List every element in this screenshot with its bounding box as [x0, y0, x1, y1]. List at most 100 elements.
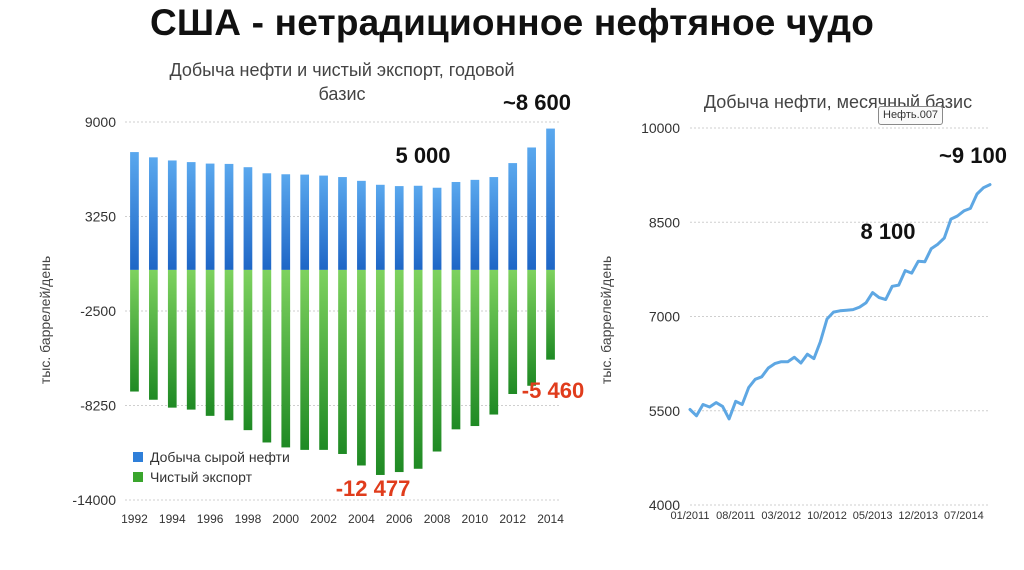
production-point: [936, 243, 940, 246]
production-bar: [300, 174, 310, 270]
annotation-min-production: 5 000: [395, 143, 450, 168]
production-point: [858, 305, 861, 309]
net-export-bar: [243, 269, 253, 431]
production-point: [982, 186, 985, 189]
right-xtick-label: 01/2011: [671, 510, 710, 522]
production-point: [956, 214, 959, 218]
net-export-bar: [432, 269, 442, 452]
right-xtick-label: 08/2011: [716, 510, 755, 522]
left-xtick-label: 2006: [386, 512, 413, 526]
legend-label-production: Добыча сырой нефти: [150, 449, 290, 465]
production-point: [864, 301, 868, 304]
production-bar: [508, 163, 518, 270]
production-bar: [375, 184, 385, 270]
net-export-bar: [470, 269, 480, 427]
production-point: [721, 405, 724, 408]
production-bar: [546, 128, 555, 270]
production-bar: [224, 163, 234, 270]
production-point: [747, 386, 750, 389]
production-point: [975, 192, 979, 196]
right-ytick-label: 4000: [649, 497, 680, 513]
annotation-min-export: -12 477: [336, 476, 411, 501]
production-bar: [527, 147, 536, 270]
net-export-bar: [262, 269, 272, 443]
production-point: [943, 236, 946, 240]
annotation-latest-production: ~9 100: [939, 143, 1007, 168]
production-point: [688, 408, 692, 411]
production-bar: [243, 167, 253, 270]
left-xtick-label: 1996: [197, 512, 224, 526]
net-export-bar: [527, 269, 536, 386]
production-point: [806, 353, 809, 356]
production-point: [884, 298, 887, 301]
production-point: [786, 360, 790, 363]
net-export-bar: [205, 269, 215, 416]
left-ytick-label: 9000: [85, 114, 116, 130]
production-bar: [205, 163, 215, 270]
legend-label-export: Чистый экспорт: [150, 469, 253, 485]
right-ytick-label: 8500: [649, 214, 680, 230]
net-export-bar: [489, 269, 499, 415]
production-bar: [432, 187, 442, 270]
production-point: [930, 247, 933, 250]
net-export-bar: [451, 269, 461, 430]
production-point: [910, 271, 913, 275]
left-chart-title-line1: Добыча нефти и чистый экспорт, годовой: [169, 60, 514, 80]
production-point: [897, 283, 900, 287]
net-export-bar: [546, 269, 555, 360]
right-xtick-label: 05/2013: [853, 510, 893, 522]
production-point: [812, 357, 816, 360]
net-export-bar: [149, 269, 158, 400]
production-point: [962, 209, 966, 213]
net-export-bar: [508, 269, 518, 394]
left-xtick-label: 2012: [499, 512, 526, 526]
left-ytick-label: -2500: [80, 303, 116, 319]
production-point: [890, 285, 894, 288]
legend-swatch-export: [133, 472, 143, 482]
production-point: [877, 296, 881, 299]
production-point: [851, 308, 855, 311]
production-point: [767, 366, 770, 370]
production-point: [871, 291, 874, 294]
production-point: [760, 375, 763, 379]
production-bar: [451, 181, 461, 270]
production-bar: [357, 180, 366, 270]
production-point: [780, 360, 783, 363]
left-chart-title-line2: базис: [318, 84, 365, 104]
right-xtick-label: 07/2014: [944, 510, 984, 522]
production-point: [969, 207, 972, 210]
left-y-axis-label: тыс. баррелей/день: [37, 256, 53, 384]
production-bar: [338, 177, 347, 270]
left-xtick-label: 2008: [424, 512, 451, 526]
left-ytick-label: -14000: [72, 492, 116, 508]
production-line: [688, 183, 992, 421]
tooltip-chip[interactable]: Нефть.007: [878, 106, 944, 125]
production-bar: [130, 152, 139, 270]
production-point: [832, 310, 835, 314]
production-point: [714, 401, 718, 404]
net-export-bar: [130, 269, 139, 392]
production-point: [734, 400, 737, 403]
left-xtick-label: 2010: [462, 512, 489, 526]
net-export-bar: [224, 269, 234, 421]
production-point: [799, 361, 803, 365]
net-export-bar: [281, 269, 291, 448]
production-point: [773, 362, 776, 365]
production-point: [708, 405, 711, 409]
net-export-bar: [186, 269, 196, 410]
net-export-bar: [375, 269, 385, 475]
production-point: [949, 217, 953, 221]
production-point: [825, 317, 829, 321]
production-point: [793, 356, 796, 359]
right-xtick-label: 12/2013: [898, 510, 938, 522]
annotation-mid-production: 8 100: [860, 219, 915, 244]
page-title: США - нетрадиционное нефтяное чудо: [149, 2, 875, 43]
production-bar: [149, 157, 158, 270]
production-bar: [186, 162, 196, 270]
net-export-bar: [357, 269, 366, 466]
net-export-bar: [167, 269, 177, 408]
left-ytick-label: -8250: [80, 398, 116, 414]
production-bar: [319, 175, 328, 270]
right-ytick-label: 10000: [641, 120, 680, 136]
left-xtick-label: 1998: [235, 512, 262, 526]
